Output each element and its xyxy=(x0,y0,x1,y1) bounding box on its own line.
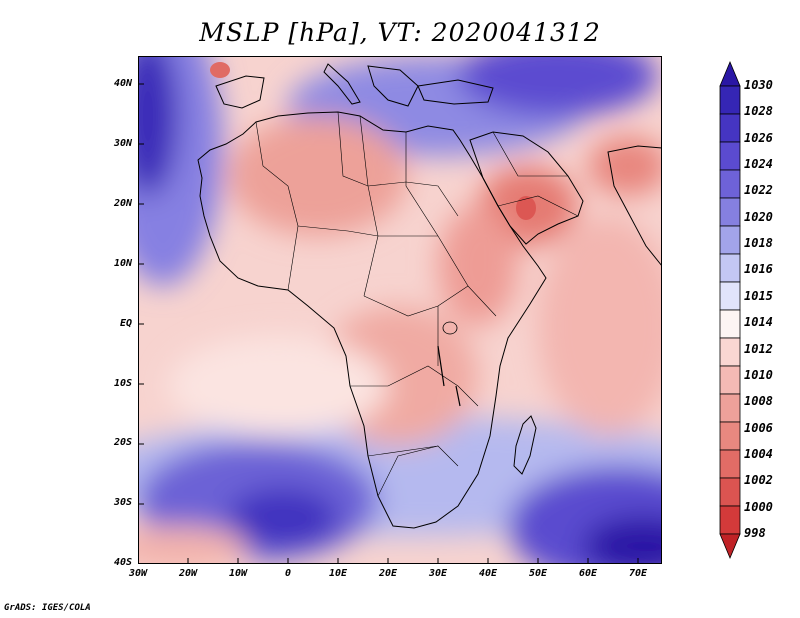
india-outline xyxy=(607,145,662,267)
colorbar-swatch xyxy=(719,253,741,283)
lon-label-60e: 60E xyxy=(578,568,598,579)
colorbar-bottom-arrow xyxy=(719,533,741,560)
colorbar-label: 1012 xyxy=(744,341,773,356)
lat-label-30s: 30S xyxy=(113,497,132,508)
lon-label-20w: 20W xyxy=(178,568,198,579)
colorbar-label: 1024 xyxy=(744,157,773,172)
colorbar-swatch xyxy=(719,393,741,423)
southern-low xyxy=(138,526,248,564)
colorbar-swatch xyxy=(719,505,741,535)
lat-label-20n: 20N xyxy=(113,198,132,209)
gulf-of-guinea-ridge xyxy=(168,336,388,436)
colorbar-swatch xyxy=(719,225,741,255)
lat-label-40n: 40N xyxy=(113,78,132,89)
colorbar-swatch xyxy=(719,449,741,479)
lat-ticks xyxy=(138,83,144,505)
country-borders xyxy=(255,111,579,497)
canary-low xyxy=(210,62,230,78)
lon-label-30w: 30W xyxy=(128,568,148,579)
colorbar-swatch xyxy=(719,421,741,451)
colorbar-swatch xyxy=(719,169,741,199)
colorbar xyxy=(719,60,741,560)
map-title: MSLP [hPa], VT: 2020041312 xyxy=(199,18,601,47)
colorbar-label: 1028 xyxy=(744,104,773,119)
colorbar-label: 1015 xyxy=(744,288,773,303)
colorbar-label: 1008 xyxy=(744,394,773,409)
colorbar-label: 1010 xyxy=(744,367,773,382)
mslp-map xyxy=(138,56,662,564)
colorbar-label: 998 xyxy=(744,526,766,540)
east-africa-low xyxy=(438,206,518,326)
colorbar-label: 1022 xyxy=(744,183,773,198)
colorbar-label: 1004 xyxy=(744,446,773,461)
lat-label-40s: 40S xyxy=(113,557,132,568)
colorbar-label: 1016 xyxy=(744,262,773,277)
colorbar-swatch xyxy=(719,477,741,507)
colorbar-swatch xyxy=(719,141,741,171)
lake-tanganyika xyxy=(437,345,445,387)
sahara-low xyxy=(228,116,408,236)
lon-label-70e: 70E xyxy=(628,568,648,579)
colorbar-swatch xyxy=(719,197,741,227)
colorbar-label: 1020 xyxy=(744,209,773,224)
lon-label-10w: 10W xyxy=(228,568,248,579)
red-sea-low xyxy=(516,196,536,220)
madagascar-outline xyxy=(513,415,537,475)
colorbar-label: 1006 xyxy=(744,420,773,435)
north-atlantic-core xyxy=(138,56,178,196)
india-low xyxy=(588,136,662,196)
colorbar-label: 1018 xyxy=(744,236,773,251)
lon-label-0: 0 xyxy=(284,568,292,579)
balkans-outline xyxy=(367,65,419,107)
lon-label-10e: 10E xyxy=(328,568,348,579)
eastern-europe-high xyxy=(458,56,658,116)
colorbar-swatch xyxy=(719,337,741,367)
arabia-outline xyxy=(469,131,584,245)
lake-malawi xyxy=(455,385,461,407)
indian-ocean-core xyxy=(583,516,662,564)
colorbar-label: 1026 xyxy=(744,130,773,145)
lon-label-30e: 30E xyxy=(428,568,448,579)
africa-outline xyxy=(197,111,547,529)
lat-label-10s: 10S xyxy=(113,378,132,389)
colorbar-swatch xyxy=(719,309,741,339)
lon-ticks xyxy=(187,558,639,564)
iberia-outline xyxy=(215,75,265,109)
lat-label-20s: 20S xyxy=(113,437,132,448)
lon-label-50e: 50E xyxy=(528,568,548,579)
turkey-outline xyxy=(417,79,494,105)
lat-label-10n: 10N xyxy=(113,258,132,269)
colorbar-top-arrow xyxy=(719,60,741,87)
colorbar-label: 1014 xyxy=(744,315,773,330)
lon-label-40e: 40E xyxy=(478,568,498,579)
colorbar-swatch xyxy=(719,281,741,311)
italy-outline xyxy=(323,63,361,105)
lat-label-eq: EQ xyxy=(119,318,132,329)
colorbar-swatch xyxy=(719,365,741,395)
south-atlantic-core xyxy=(228,488,338,548)
indian-ocean-trough xyxy=(538,216,662,436)
colorbar-label: 1000 xyxy=(744,499,773,514)
map-frame xyxy=(138,56,662,564)
lake-victoria xyxy=(442,321,458,335)
colorbar-swatch xyxy=(719,85,741,115)
colorbar-label: 1030 xyxy=(744,78,773,92)
lon-label-20e: 20E xyxy=(378,568,398,579)
colorbar-swatch xyxy=(719,113,741,143)
grads-credit: GrADS: IGES/COLA xyxy=(4,603,91,613)
colorbar-label: 1002 xyxy=(744,473,773,488)
lat-label-30n: 30N xyxy=(113,138,132,149)
